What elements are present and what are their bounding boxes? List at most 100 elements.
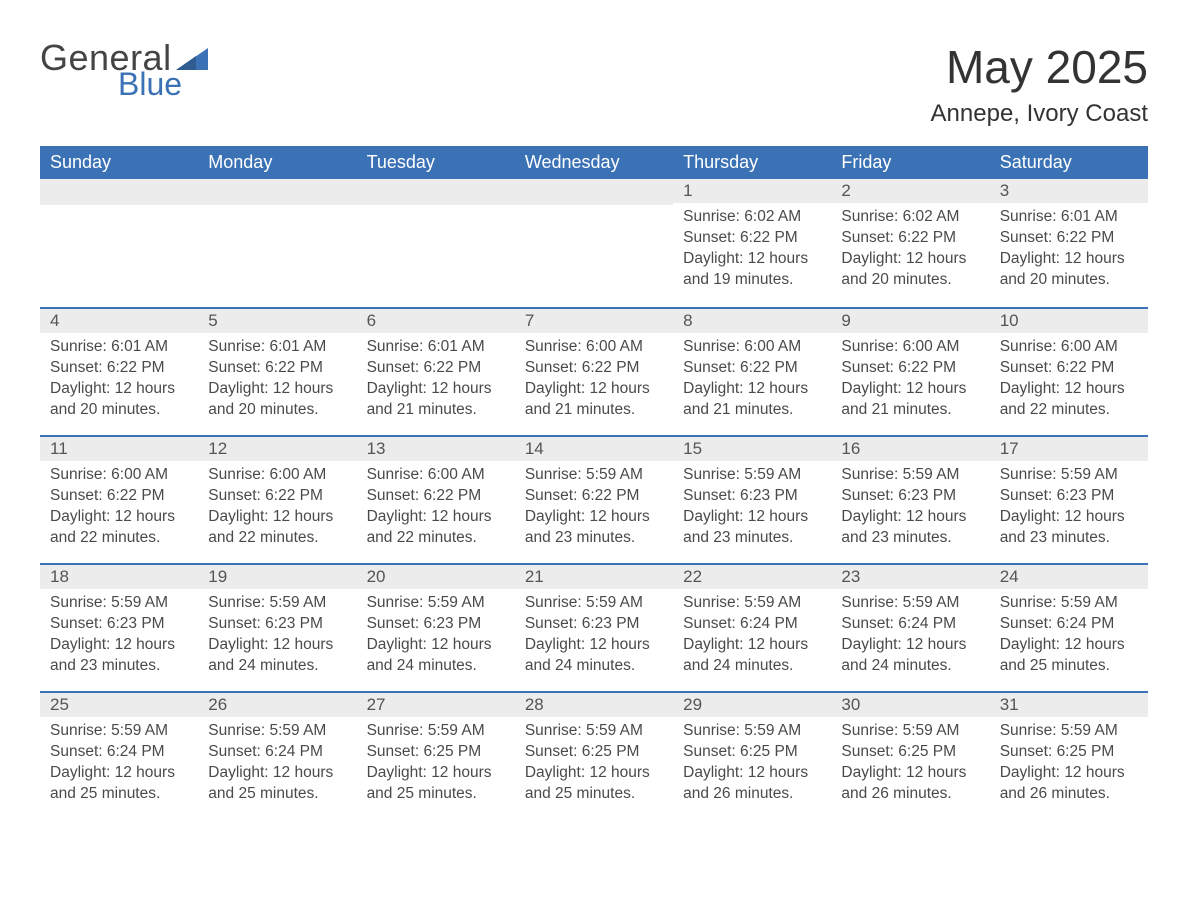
calendar-day-cell: 3Sunrise: 6:01 AMSunset: 6:22 PMDaylight… [990,179,1148,307]
sunset-line-label: Sunset: [367,743,424,760]
sunset-line-label: Sunset: [525,487,582,504]
sunset-line-label: Sunset: [525,743,582,760]
daylight-line-label: Daylight: [525,508,590,525]
day-number-bar: 4 [40,307,198,333]
daylight-line: Daylight: 12 hours and 20 minutes. [50,379,188,421]
sunrise-line-value: 6:00 AM [586,338,643,355]
sunrise-line-value: 6:00 AM [1061,338,1118,355]
day-details: Sunrise: 5:59 AMSunset: 6:24 PMDaylight:… [990,589,1148,683]
calendar-day-cell: 19Sunrise: 5:59 AMSunset: 6:23 PMDayligh… [198,563,356,691]
weekday-header: Thursday [673,146,831,179]
day-details: Sunrise: 5:59 AMSunset: 6:24 PMDaylight:… [40,717,198,811]
day-details: Sunrise: 6:02 AMSunset: 6:22 PMDaylight:… [673,203,831,297]
sunrise-line: Sunrise: 6:00 AM [208,465,346,486]
sunrise-line: Sunrise: 6:00 AM [683,337,821,358]
day-number-bar: 18 [40,563,198,589]
sunrise-line-value: 6:01 AM [428,338,485,355]
sunset-line: Sunset: 6:25 PM [525,742,663,763]
sunrise-line: Sunrise: 6:01 AM [208,337,346,358]
sunset-line-value: 6:25 PM [1057,743,1115,760]
sunrise-line-value: 5:59 AM [428,722,485,739]
calendar-day-cell: 28Sunrise: 5:59 AMSunset: 6:25 PMDayligh… [515,691,673,819]
daylight-line: Daylight: 12 hours and 20 minutes. [208,379,346,421]
sunset-line-value: 6:22 PM [423,359,481,376]
sunrise-line-label: Sunrise: [208,594,269,611]
calendar-day-cell: 11Sunrise: 6:00 AMSunset: 6:22 PMDayligh… [40,435,198,563]
location-label: Annepe, Ivory Coast [931,100,1148,128]
sunrise-line-label: Sunrise: [525,338,586,355]
sunset-line-label: Sunset: [208,359,265,376]
sunrise-line: Sunrise: 5:59 AM [367,721,505,742]
day-details: Sunrise: 6:01 AMSunset: 6:22 PMDaylight:… [357,333,515,427]
sunset-line-value: 6:23 PM [265,615,323,632]
daylight-line: Daylight: 12 hours and 22 minutes. [208,507,346,549]
daylight-line: Daylight: 12 hours and 25 minutes. [525,763,663,805]
day-details: Sunrise: 5:59 AMSunset: 6:23 PMDaylight:… [357,589,515,683]
sunset-line-label: Sunset: [1000,359,1057,376]
sunrise-line-label: Sunrise: [683,208,744,225]
calendar-day-cell: 8Sunrise: 6:00 AMSunset: 6:22 PMDaylight… [673,307,831,435]
calendar-day-cell: 21Sunrise: 5:59 AMSunset: 6:23 PMDayligh… [515,563,673,691]
day-number-bar: 19 [198,563,356,589]
sunset-line-value: 6:22 PM [107,487,165,504]
daylight-line: Daylight: 12 hours and 21 minutes. [367,379,505,421]
daylight-line-label: Daylight: [683,250,748,267]
day-details: Sunrise: 5:59 AMSunset: 6:23 PMDaylight:… [831,461,989,555]
sunset-line: Sunset: 6:22 PM [841,358,979,379]
brand-logo: General Blue [40,40,208,100]
sunset-line: Sunset: 6:22 PM [50,358,188,379]
sunrise-line: Sunrise: 6:01 AM [50,337,188,358]
calendar-week-row: 1Sunrise: 6:02 AMSunset: 6:22 PMDaylight… [40,179,1148,307]
sunset-line: Sunset: 6:24 PM [208,742,346,763]
day-details: Sunrise: 5:59 AMSunset: 6:25 PMDaylight:… [673,717,831,811]
sunset-line: Sunset: 6:22 PM [1000,228,1138,249]
sunrise-line-value: 6:01 AM [1061,208,1118,225]
day-details: Sunrise: 6:00 AMSunset: 6:22 PMDaylight:… [831,333,989,427]
sunrise-line-label: Sunrise: [50,466,111,483]
daylight-line-label: Daylight: [1000,636,1065,653]
sunrise-line: Sunrise: 5:59 AM [208,721,346,742]
daylight-line-label: Daylight: [50,764,115,781]
sunset-line-value: 6:25 PM [582,743,640,760]
calendar-day-cell: 12Sunrise: 6:00 AMSunset: 6:22 PMDayligh… [198,435,356,563]
sunset-line: Sunset: 6:22 PM [841,228,979,249]
sunset-line-label: Sunset: [1000,229,1057,246]
sunset-line-label: Sunset: [525,615,582,632]
sunrise-line: Sunrise: 6:01 AM [1000,207,1138,228]
sunrise-line: Sunrise: 5:59 AM [683,593,821,614]
sunrise-line-label: Sunrise: [841,722,902,739]
sunset-line-label: Sunset: [367,615,424,632]
day-number-bar: 16 [831,435,989,461]
sunrise-line-label: Sunrise: [1000,338,1061,355]
sunrise-line-value: 5:59 AM [586,594,643,611]
day-details: Sunrise: 6:01 AMSunset: 6:22 PMDaylight:… [990,203,1148,297]
sunrise-line-value: 6:00 AM [428,466,485,483]
sunrise-line-value: 5:59 AM [111,594,168,611]
daylight-line: Daylight: 12 hours and 20 minutes. [1000,249,1138,291]
sunrise-line-value: 5:59 AM [744,722,801,739]
daylight-line-label: Daylight: [1000,380,1065,397]
sunset-line: Sunset: 6:23 PM [50,614,188,635]
day-number-bar: 31 [990,691,1148,717]
sunrise-line: Sunrise: 6:00 AM [50,465,188,486]
sunrise-line: Sunrise: 5:59 AM [1000,465,1138,486]
sunrise-line-label: Sunrise: [841,594,902,611]
daylight-line: Daylight: 12 hours and 21 minutes. [683,379,821,421]
calendar-day-cell: 9Sunrise: 6:00 AMSunset: 6:22 PMDaylight… [831,307,989,435]
day-number-bar: 9 [831,307,989,333]
calendar-day-cell: 14Sunrise: 5:59 AMSunset: 6:22 PMDayligh… [515,435,673,563]
day-details: Sunrise: 5:59 AMSunset: 6:24 PMDaylight:… [831,589,989,683]
sunset-line-value: 6:25 PM [740,743,798,760]
sunrise-line-value: 5:59 AM [586,722,643,739]
sunrise-line: Sunrise: 5:59 AM [683,465,821,486]
sunrise-line: Sunrise: 5:59 AM [683,721,821,742]
calendar-empty-cell [357,179,515,307]
sunset-line-label: Sunset: [683,615,740,632]
sunset-line: Sunset: 6:22 PM [683,228,821,249]
calendar-day-cell: 20Sunrise: 5:59 AMSunset: 6:23 PMDayligh… [357,563,515,691]
day-number-bar: 27 [357,691,515,717]
day-number-bar-empty [40,179,198,205]
sunrise-line-value: 5:59 AM [1061,722,1118,739]
sunset-line: Sunset: 6:24 PM [841,614,979,635]
sunset-line-value: 6:22 PM [1057,359,1115,376]
